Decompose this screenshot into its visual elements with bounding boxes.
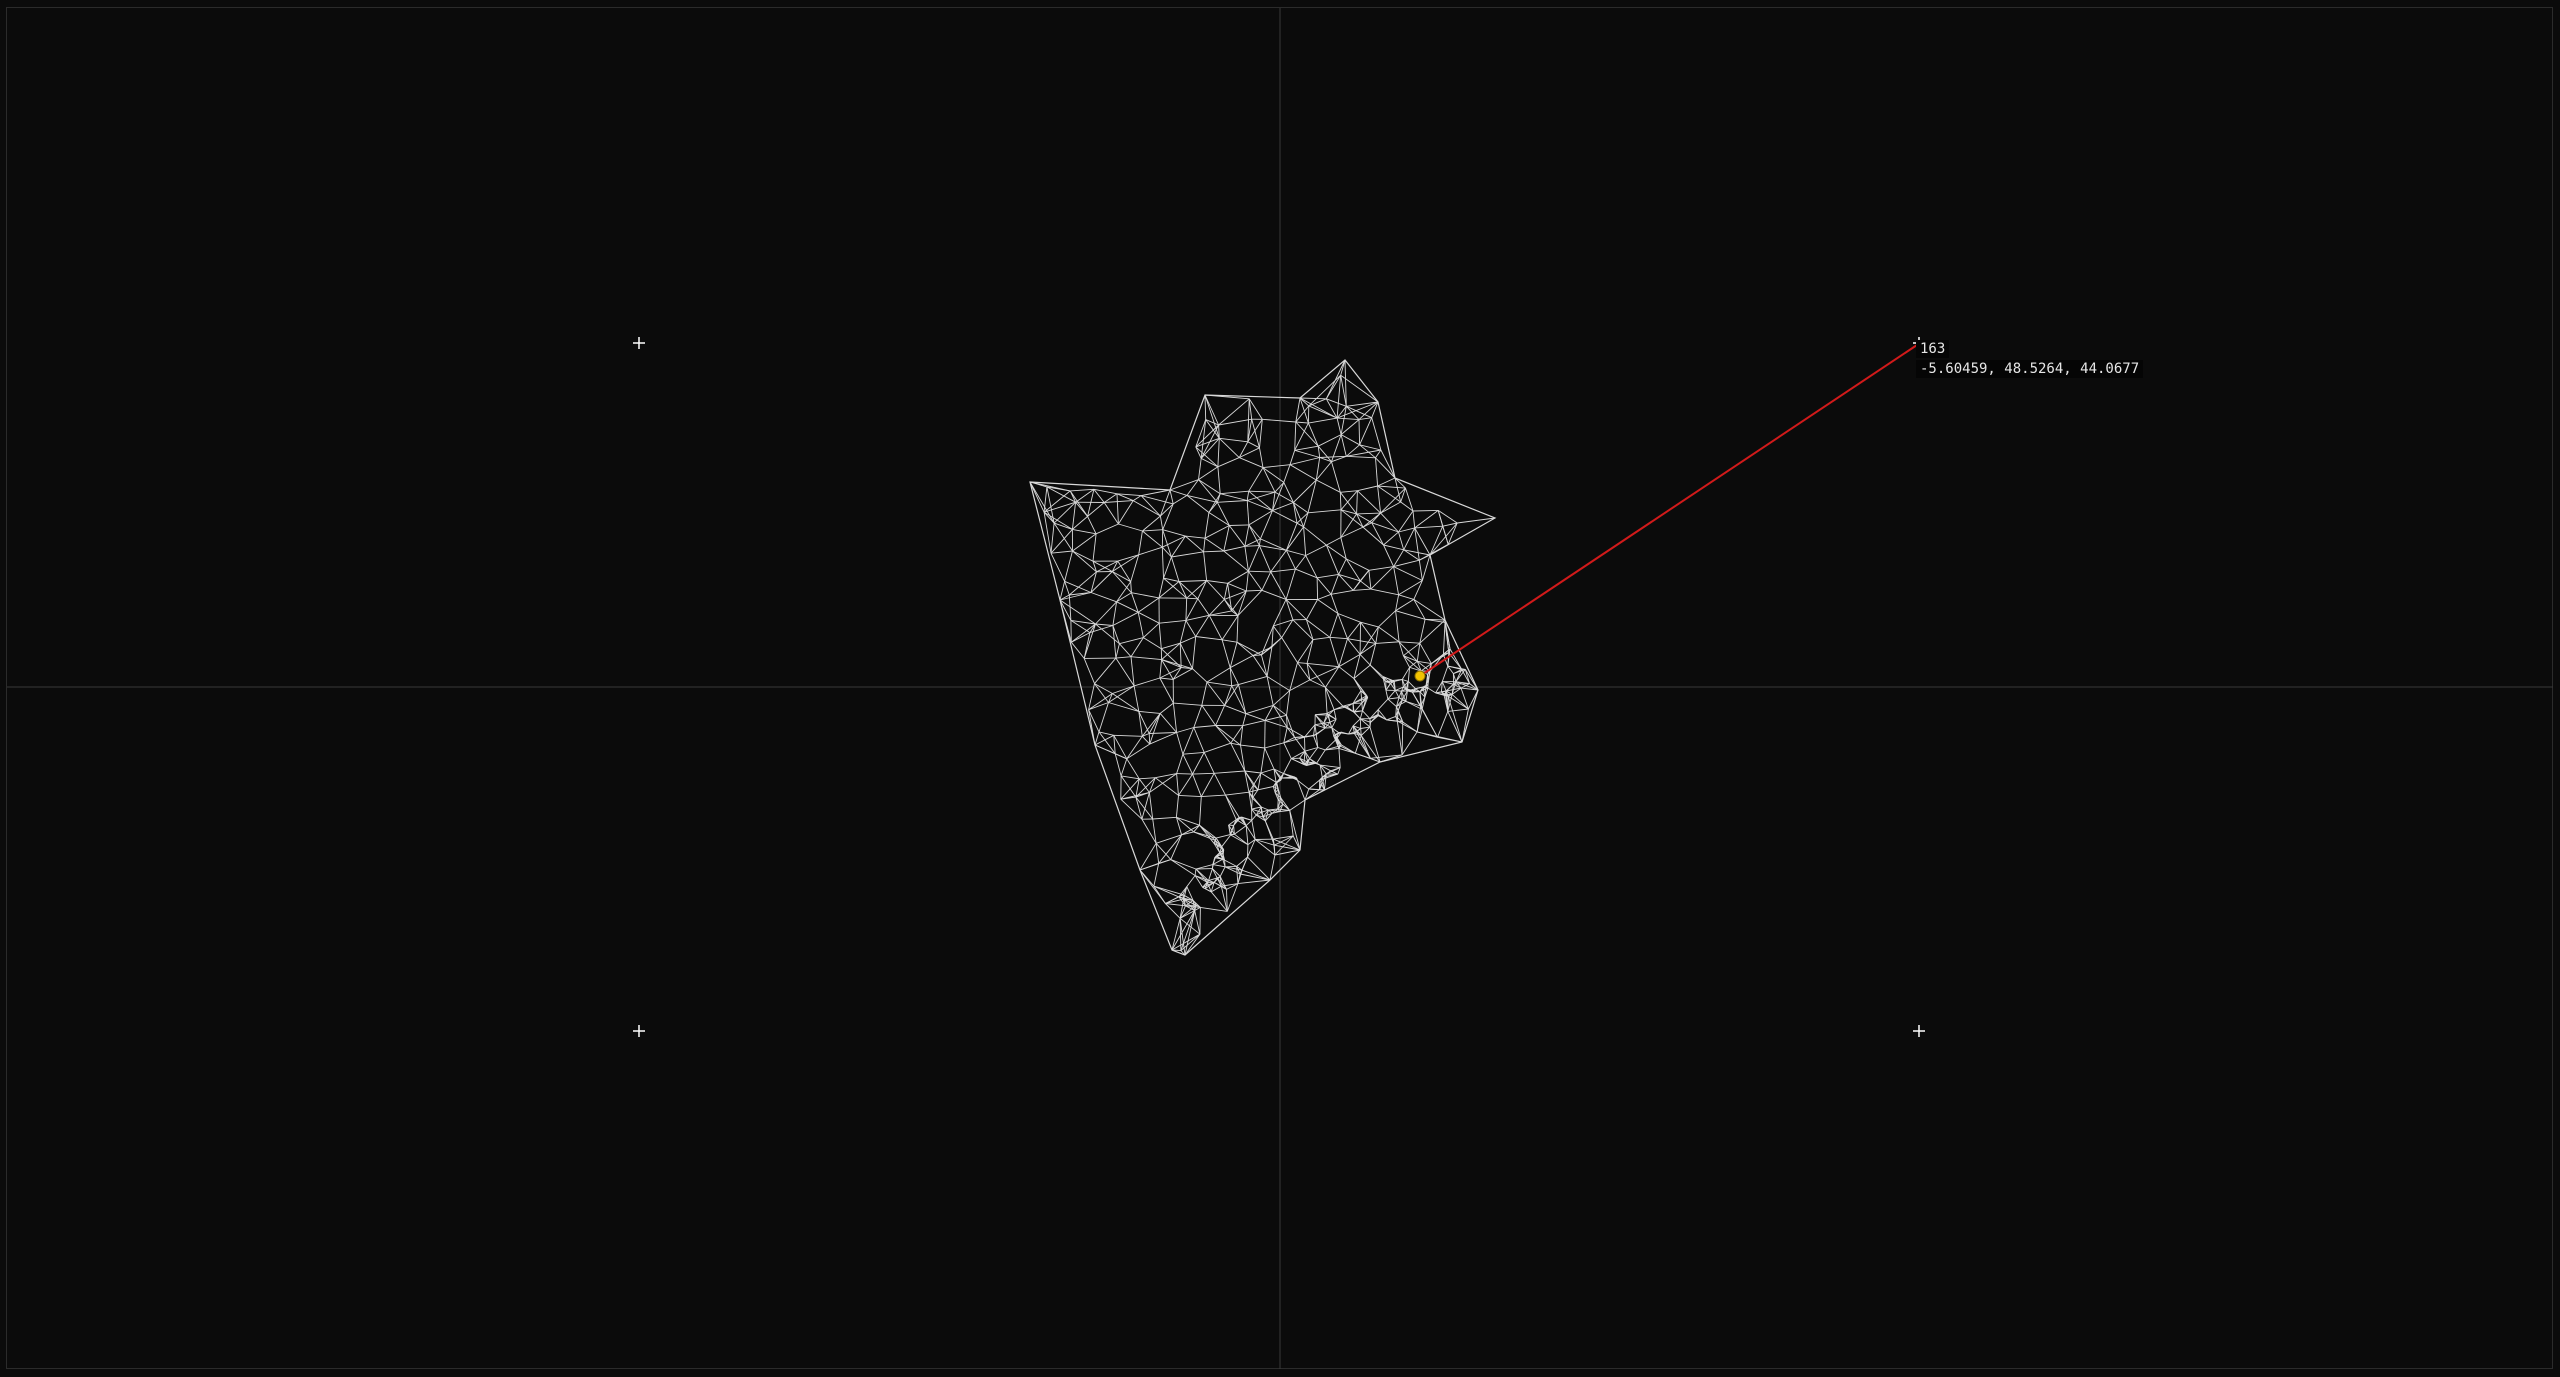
crosshair-plus-icon: [633, 1025, 645, 1037]
mesh-boundary: [1029, 359, 1497, 956]
probe-line: [1419, 344, 1918, 677]
crosshair-plus-icon: [1913, 1025, 1925, 1037]
vertex-index-label: 163: [1916, 340, 1950, 358]
mesh-edges: [1029, 359, 1496, 956]
vertex-coordinates-label: -5.60459, 48.5264, 44.0677: [1916, 360, 2144, 378]
crosshair-plus-icon: [633, 337, 645, 349]
selected-vertex-point[interactable]: [1414, 670, 1426, 682]
